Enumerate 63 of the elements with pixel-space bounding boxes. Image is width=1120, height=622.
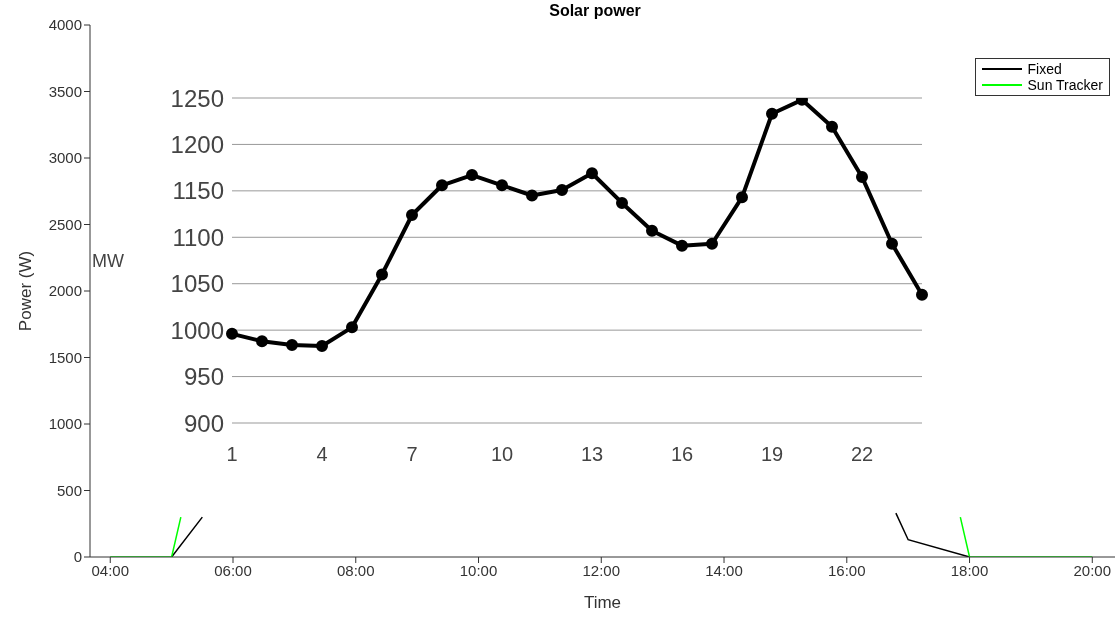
legend-label: Sun Tracker <box>1027 77 1103 93</box>
x-tick-label: 1 <box>226 443 238 466</box>
x-tick-label: 13 <box>580 443 604 466</box>
x-tick-label: 08:00 <box>336 561 375 579</box>
y-tick-label: 2500 <box>48 215 82 233</box>
x-tick-label: 18:00 <box>950 561 989 579</box>
x-tick-label: 19 <box>760 443 784 466</box>
point <box>286 339 298 351</box>
point <box>526 189 538 202</box>
y-tick-label: 0 <box>73 548 82 566</box>
x-axis-title: Time <box>583 593 622 612</box>
y-axis-title: MW <box>92 250 124 271</box>
point <box>616 196 628 209</box>
point <box>646 224 658 237</box>
point <box>916 288 928 301</box>
point <box>766 107 778 120</box>
y-tick-label: 950 <box>183 363 224 391</box>
x-tick-label: 4 <box>316 443 328 466</box>
x-tick-label: 14:00 <box>705 561 743 579</box>
y-tick-label: 1150 <box>172 177 224 205</box>
x-tick-label: 12:00 <box>582 561 621 579</box>
point <box>736 191 748 204</box>
y-tick-label: 3000 <box>48 149 82 167</box>
y-tick-label: 1250 <box>170 84 224 112</box>
y-tick-label: 1050 <box>170 270 224 298</box>
point <box>706 237 718 250</box>
x-tick-label: 16:00 <box>828 561 866 579</box>
chart-title: Solar power <box>549 2 641 19</box>
point <box>256 335 268 348</box>
y-tick-label: 2000 <box>48 282 82 300</box>
x-tick-label: 22 <box>850 443 874 466</box>
point <box>376 268 388 281</box>
y-tick-label: 1200 <box>170 130 224 158</box>
y-tick-label: 1100 <box>172 223 224 251</box>
y-axis-title: Power (W) <box>16 250 36 332</box>
point <box>496 179 508 192</box>
point <box>676 239 688 252</box>
x-tick-label: 10 <box>490 443 514 466</box>
y-tick-label: 900 <box>183 409 224 437</box>
x-tick-label: 06:00 <box>214 561 252 579</box>
point <box>466 169 478 182</box>
x-tick-label: 04:00 <box>91 561 130 579</box>
x-tick-label: 16 <box>670 443 694 466</box>
x-tick-label: 7 <box>406 443 418 466</box>
x-tick-label: 10:00 <box>459 561 498 579</box>
x-tick-label: 20:00 <box>1073 561 1112 579</box>
point <box>826 120 838 133</box>
point <box>886 237 898 250</box>
point <box>226 327 238 340</box>
point <box>586 167 598 180</box>
y-tick-label: 1500 <box>48 348 82 366</box>
legend-label: Fixed <box>1027 61 1062 77</box>
y-tick-label: 1000 <box>170 316 224 344</box>
y-tick-label: 500 <box>56 481 82 499</box>
point <box>556 183 568 196</box>
point <box>406 209 418 221</box>
point <box>346 321 358 334</box>
point <box>316 339 328 352</box>
point <box>856 170 868 183</box>
point <box>436 179 448 192</box>
y-tick-label: 3500 <box>48 82 82 100</box>
y-tick-label: 4000 <box>48 16 82 34</box>
y-tick-label: 1000 <box>48 415 82 433</box>
